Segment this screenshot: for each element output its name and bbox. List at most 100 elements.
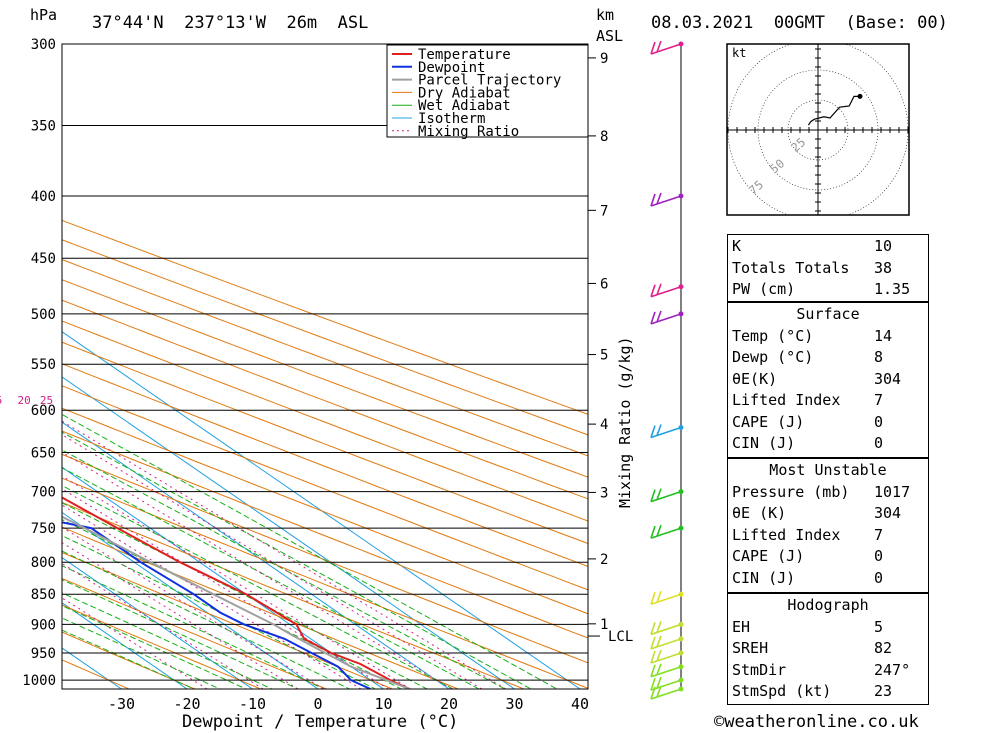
legend-entry: Dry Adiabat <box>418 85 511 101</box>
legend-box <box>386 44 589 138</box>
wind-barb-flag <box>656 424 662 436</box>
eh-label: EH <box>732 617 751 636</box>
temperature-tick-label: -30 <box>108 695 135 713</box>
legend-entry: Isotherm <box>418 111 485 127</box>
wind-barb-shaft <box>650 426 682 439</box>
surface-dewp: 8 <box>874 348 884 366</box>
wind-barb-flag <box>656 40 662 53</box>
stmdir-value: 247° <box>874 660 911 679</box>
wind-barb <box>650 192 684 207</box>
height-tick-label: 8 <box>600 129 608 145</box>
temperature-tick-label: 40 <box>571 695 589 713</box>
wet-adiabat-line <box>62 431 532 689</box>
dry-adiabat-line <box>62 526 460 689</box>
stmdir-label: StmDir <box>732 660 787 679</box>
temperature-tick-label: 30 <box>505 695 523 713</box>
wet-adiabat-line <box>62 413 558 689</box>
wind-barb-flag <box>656 635 662 648</box>
pressure-tick-label: 400 <box>31 189 56 205</box>
dry-adiabat-line <box>62 551 394 689</box>
height-tick-label: 1 <box>600 617 608 633</box>
series-layer <box>62 496 411 689</box>
mixing-ratio-label: 20 <box>17 394 30 407</box>
wind-barb-flag <box>656 488 662 500</box>
wind-barb-shaft <box>650 638 682 650</box>
wet-adiabat-line <box>62 550 351 689</box>
eh-value: 5 <box>874 617 884 636</box>
sreh-label: SREH <box>732 639 769 657</box>
pressure-tick-label: 350 <box>31 118 56 134</box>
isotherm-line <box>62 647 122 689</box>
wind-barb-dot <box>678 489 684 495</box>
wind-barb-shaft <box>650 593 682 605</box>
surface-title: Surface <box>796 305 860 323</box>
wind-barb-flag <box>650 311 656 325</box>
wind-barb-shaft <box>650 195 682 207</box>
x-axis-title: Dewpoint / Temperature (°C) <box>182 712 458 732</box>
legend-entry: Wet Adiabat <box>418 98 511 114</box>
wind-profile <box>650 40 684 700</box>
dry-adiabat-line <box>62 477 588 689</box>
legend-entry: Parcel Trajectory <box>418 73 561 89</box>
wind-barb-dot <box>678 664 684 670</box>
pressure-tick-label: 600 <box>31 403 56 419</box>
wind-barb-flag <box>656 685 662 698</box>
mu-cin-label: CIN (J) <box>732 568 796 587</box>
wind-barb <box>650 635 684 650</box>
dry-adiabat-line <box>62 631 197 689</box>
dry-adiabat-line <box>62 363 588 567</box>
mixing-ratio-line <box>62 526 324 689</box>
pressure-tick-label: 650 <box>31 445 56 461</box>
temperature-tick-label: 0 <box>313 695 322 713</box>
pressure-tick-label: 300 <box>31 37 56 53</box>
wind-barb-flag <box>650 425 656 438</box>
wind-barb <box>650 590 684 605</box>
background-lines <box>62 219 588 689</box>
wind-barb-shaft <box>650 652 682 664</box>
surface-temp-label: Temp (°C) <box>732 326 814 345</box>
wind-barb-dot <box>678 650 684 656</box>
legend-entry: Dewpoint <box>418 60 485 76</box>
mixing-ratio-label: 25 <box>40 394 53 407</box>
wind-barb <box>650 424 684 439</box>
wind-barb-flag <box>656 192 662 205</box>
surface-temp: 14 <box>874 326 893 345</box>
wind-barb-flag <box>650 650 656 664</box>
isotherm-line <box>62 331 581 689</box>
hodograph-unit: kt <box>732 46 746 60</box>
wind-barb-dot <box>678 525 684 531</box>
wind-barb-shaft <box>650 665 682 678</box>
wind-barb-shaft <box>650 527 682 539</box>
surface-li: 7 <box>874 391 884 409</box>
height-tick-label: 3 <box>600 485 608 501</box>
pw-value: 1.35 <box>874 280 911 298</box>
isotherm-line <box>62 376 515 689</box>
wind-barb-dot <box>678 284 684 290</box>
stmspd-value: 23 <box>874 682 893 700</box>
wind-barb <box>650 524 684 539</box>
wind-barb-flag <box>650 193 656 207</box>
temperature-tick-label: 20 <box>440 695 458 713</box>
wind-barb-flag <box>650 489 656 502</box>
pressure-tick-label: 500 <box>31 307 56 323</box>
wet-adiabat-line <box>62 592 274 689</box>
mu-cin: 0 <box>874 568 884 587</box>
wind-barb-flag <box>656 621 662 633</box>
surface-dewp-label: Dewp (°C) <box>732 348 814 366</box>
wind-barb-flag <box>650 591 656 605</box>
mu-li: 7 <box>874 525 884 544</box>
location-title: 37°44'N 237°13'W 26m ASL <box>92 13 368 33</box>
pressure-tick-label: 550 <box>31 357 56 373</box>
most-unstable-box: Most Unstable Pressure (mb) 1017 θE (K) 30… <box>727 458 929 593</box>
surface-cape: 0 <box>874 412 884 431</box>
hodo-title: Hodograph <box>787 596 869 614</box>
wet-adiabat-line <box>62 629 196 689</box>
wet-adiabat-line <box>62 605 248 689</box>
dry-adiabat-line <box>62 219 588 415</box>
wind-barb-flag <box>656 524 662 537</box>
wind-barb-shaft <box>650 43 682 55</box>
dry-adiabat-line <box>62 604 262 689</box>
pressure-tick-label: 900 <box>31 617 56 633</box>
hodograph-endpoint <box>857 93 863 99</box>
wind-barb <box>650 621 684 636</box>
